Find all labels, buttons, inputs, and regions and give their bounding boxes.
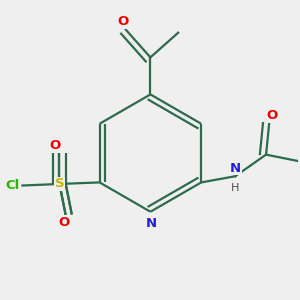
Text: Cl: Cl (5, 179, 19, 192)
Text: O: O (267, 109, 278, 122)
Text: S: S (55, 178, 64, 190)
Text: O: O (58, 216, 70, 230)
Text: O: O (117, 15, 128, 28)
Text: H: H (231, 183, 240, 193)
Text: N: N (146, 217, 157, 230)
Text: O: O (49, 139, 61, 152)
Text: N: N (230, 162, 241, 175)
